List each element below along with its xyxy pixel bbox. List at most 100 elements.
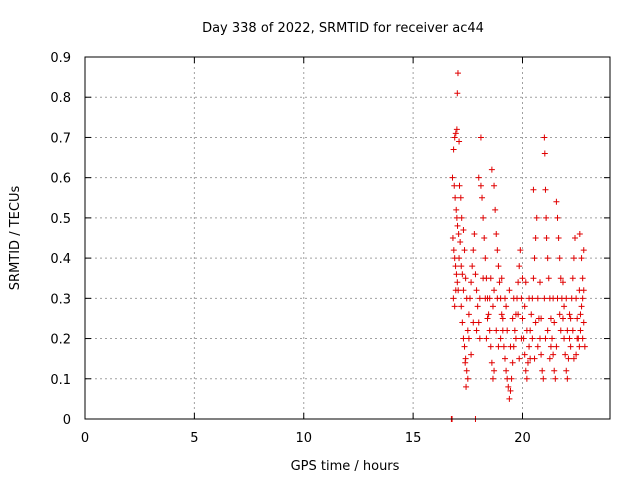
- data-point: [551, 367, 558, 374]
- data-point: [483, 335, 490, 342]
- data-point: [538, 315, 545, 322]
- data-point: [534, 343, 541, 350]
- data-point: [506, 395, 513, 402]
- data-point: [527, 355, 534, 362]
- data-point: [553, 198, 560, 205]
- data-point: [480, 275, 487, 282]
- data-point: [456, 255, 463, 262]
- data-point: [574, 335, 581, 342]
- data-point: [559, 279, 566, 286]
- data-point: [465, 311, 472, 318]
- data-point: [473, 327, 480, 334]
- data-point: [468, 279, 475, 286]
- data-point: [487, 275, 494, 282]
- y-tick-label: 0.7: [50, 131, 71, 146]
- data-point: [509, 359, 516, 366]
- data-point: [458, 303, 465, 310]
- data-point: [567, 343, 574, 350]
- data-point: [545, 275, 552, 282]
- data-point: [456, 182, 463, 189]
- data-point: [578, 255, 585, 262]
- data-point: [518, 295, 525, 302]
- data-point: [461, 343, 468, 350]
- data-point: [503, 367, 510, 374]
- data-point: [467, 295, 473, 302]
- data-point: [578, 303, 585, 310]
- y-tick-label: 0.1: [50, 373, 71, 388]
- data-point: [503, 303, 510, 310]
- data-point: [546, 355, 553, 362]
- data-point: [543, 214, 550, 221]
- data-point: [515, 279, 522, 286]
- data-point: [491, 182, 498, 189]
- data-point: [552, 375, 559, 382]
- x-tick-label: 20: [514, 431, 531, 446]
- data-point: [457, 194, 464, 201]
- y-tick-label: 0.4: [50, 252, 71, 267]
- data-point: [564, 375, 571, 382]
- data-point: [504, 327, 511, 334]
- data-point: [453, 271, 460, 278]
- data-point: [495, 343, 502, 350]
- data-point: [488, 359, 495, 366]
- x-tick-label: 5: [190, 431, 198, 446]
- data-point: [453, 206, 460, 213]
- data-point: [579, 335, 586, 342]
- data-point: [537, 279, 543, 286]
- data-point: [452, 130, 459, 137]
- data-point: [543, 235, 550, 241]
- data-point: [566, 311, 573, 318]
- y-axis-label: SRMTID / TECUs: [8, 186, 23, 291]
- data-point: [460, 226, 467, 233]
- data-point: [489, 375, 496, 382]
- data-point: [541, 150, 548, 157]
- data-point: [486, 327, 493, 334]
- data-point: [454, 90, 461, 97]
- data-point: [537, 335, 543, 342]
- y-tick-label: 0.6: [50, 172, 71, 187]
- data-point: [557, 275, 564, 282]
- data-point: [468, 351, 475, 358]
- data-point: [480, 214, 487, 221]
- data-point: [541, 295, 548, 302]
- data-point: [580, 319, 587, 326]
- data-point: [550, 351, 557, 358]
- data-point: [486, 295, 493, 302]
- data-point: [507, 343, 514, 350]
- data-point: [452, 194, 459, 201]
- data-point: [531, 255, 538, 262]
- data-point: [449, 235, 456, 241]
- data-point: [462, 275, 469, 282]
- data-point: [450, 295, 457, 302]
- data-point: [534, 295, 541, 302]
- data-point: [554, 214, 561, 221]
- data-point: [532, 319, 539, 326]
- data-point: [473, 287, 480, 294]
- data-point: [476, 295, 483, 302]
- data-point: [510, 295, 517, 302]
- data-point: [569, 327, 576, 334]
- data-point: [450, 146, 457, 153]
- data-point: [457, 239, 464, 246]
- data-point: [450, 247, 457, 254]
- data-point: [544, 327, 551, 334]
- data-point: [477, 134, 484, 141]
- data-point: [479, 194, 486, 201]
- data-point: [561, 335, 568, 342]
- data-point: [482, 255, 489, 262]
- data-point: [547, 315, 554, 322]
- data-point: [551, 319, 558, 326]
- chart-title: Day 338 of 2022, SRMTID for receiver ac4…: [202, 21, 484, 36]
- plot-frame: [84, 56, 611, 420]
- data-point: [573, 351, 580, 358]
- data-point: [453, 126, 460, 133]
- data-point: [472, 271, 479, 278]
- data-point: [474, 303, 481, 310]
- data-point: [492, 206, 499, 213]
- data-point: [559, 315, 566, 322]
- y-tick-labels: 0 0.1 0.2 0.3 0.4 0.5 0.6 0.7 0.8 0.9: [50, 51, 71, 428]
- data-point: [451, 182, 458, 189]
- data-point: [496, 279, 503, 286]
- data-point: [458, 214, 465, 221]
